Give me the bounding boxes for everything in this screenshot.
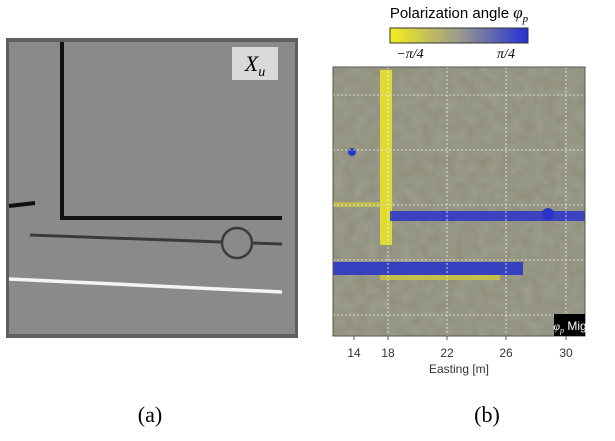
label-box — [232, 47, 278, 80]
panel-b: Polarization angle φp −π/4 π/4 φp Mig 14… — [332, 3, 587, 427]
x-tick-label: 30 — [559, 346, 573, 360]
short-line — [8, 201, 36, 208]
yellow-band — [380, 275, 500, 280]
x-tick-label: 18 — [381, 346, 395, 360]
caption: (a) — [138, 402, 162, 427]
label-symbol: X — [244, 51, 260, 76]
pipe-line — [251, 241, 283, 246]
colorbar-min: −π/4 — [396, 47, 423, 62]
inset-label: φp Mig — [553, 319, 586, 335]
caption: (b) — [474, 402, 500, 427]
label-subscript: u — [258, 65, 265, 80]
title-subscript: p — [522, 13, 529, 25]
panel-label: Xu — [244, 51, 265, 80]
map-noise — [333, 67, 585, 336]
map-image — [333, 67, 585, 336]
panel-a: Xu (a) — [6, 38, 298, 427]
colorbar-title: Polarization angle φp — [390, 3, 529, 25]
inset-box — [554, 314, 585, 336]
x-ticks: 14 18 22 26 30 — [347, 336, 573, 360]
x-tick-label: 22 — [440, 346, 454, 360]
blue-spot — [348, 148, 356, 156]
title-symbol: φ — [513, 3, 522, 22]
blue-band — [390, 211, 585, 221]
plot-frame — [332, 66, 586, 337]
x-tick-label: 14 — [347, 346, 361, 360]
blue-band — [333, 262, 523, 275]
title-text: Polarization angle — [390, 5, 513, 22]
pipe-circle — [220, 226, 254, 260]
blue-spot — [542, 208, 554, 220]
yellow-band — [333, 202, 393, 207]
white-line — [8, 277, 283, 294]
colorbar — [389, 27, 529, 44]
grid — [333, 67, 585, 336]
inset-symbol: φ — [553, 319, 560, 333]
pipe-line — [29, 233, 223, 244]
colorbar-max: π/4 — [497, 47, 515, 62]
inset-text: Mig — [564, 319, 587, 333]
x-tick-label: 26 — [499, 346, 513, 360]
yellow-stripe — [380, 70, 392, 245]
wall-line — [60, 42, 282, 220]
x-axis-label: Easting [m] — [429, 362, 489, 376]
inset-subscript: p — [559, 326, 564, 335]
